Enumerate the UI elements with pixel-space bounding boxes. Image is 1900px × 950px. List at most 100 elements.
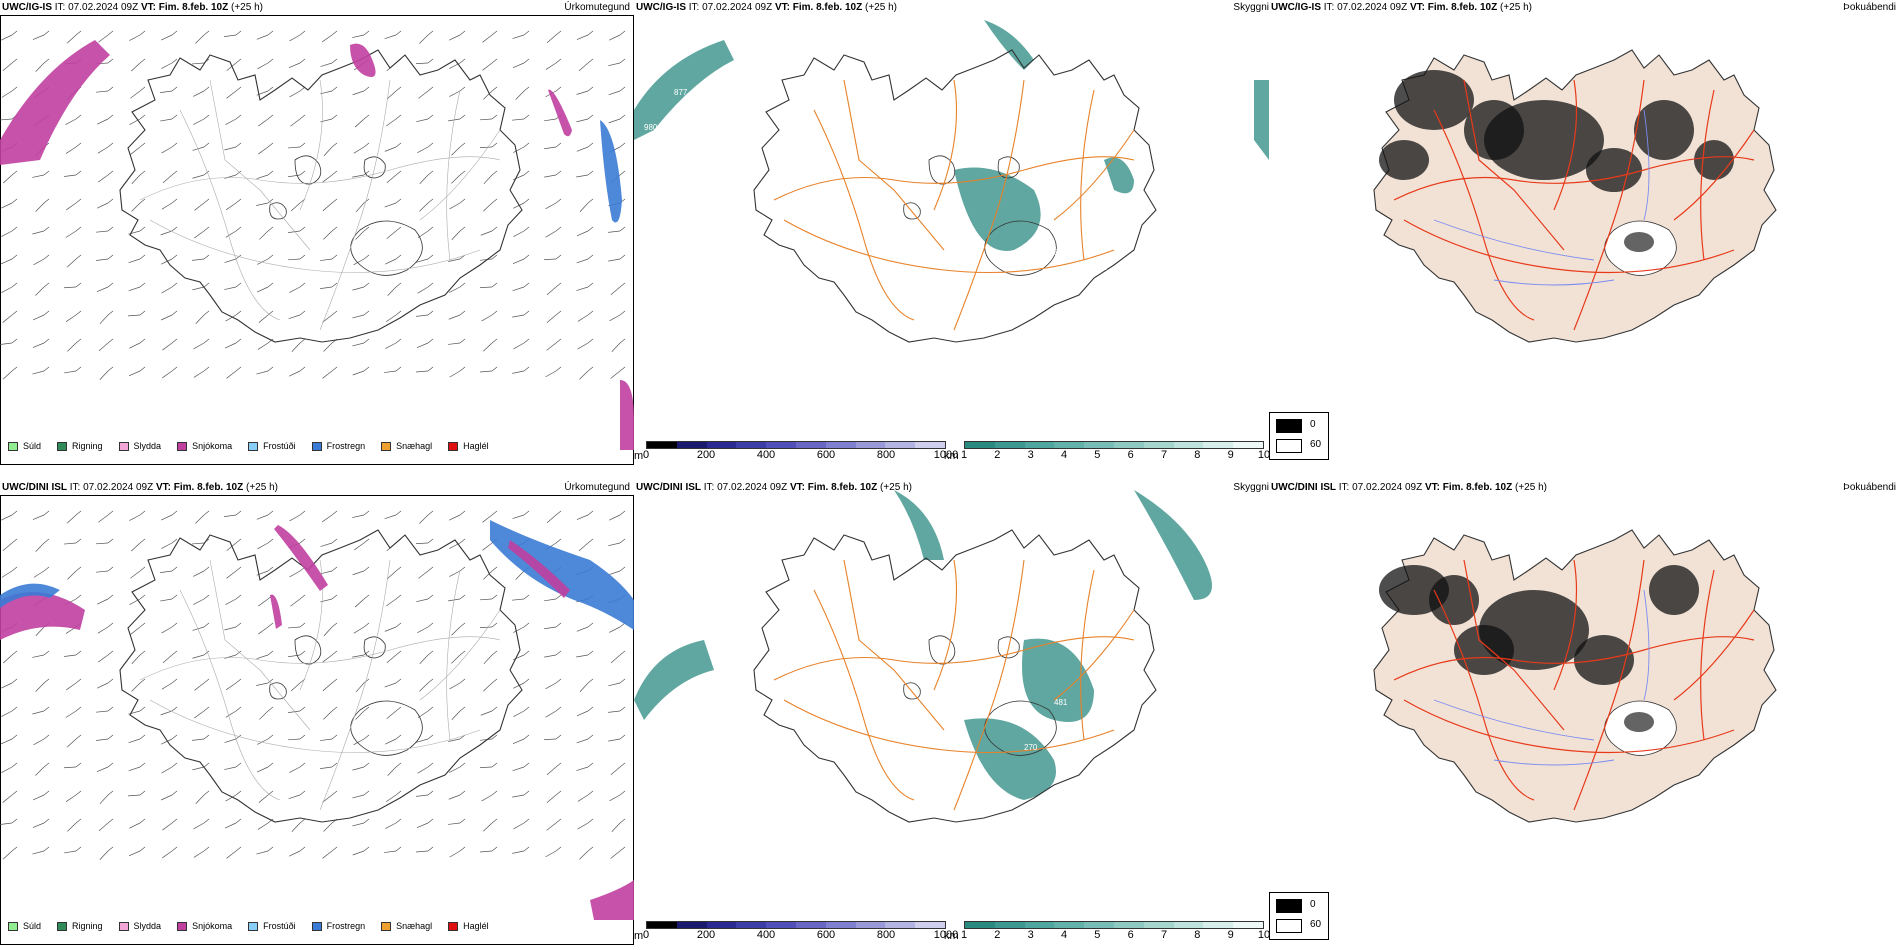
wind-barb — [288, 258, 301, 261]
wind-barb-flag — [11, 846, 18, 852]
wind-barb — [162, 850, 173, 859]
wind-barb — [384, 626, 397, 632]
wind-barb — [416, 314, 429, 317]
scale-tick-label: 9 — [1227, 929, 1234, 941]
wind-barb-flag — [107, 254, 114, 260]
wind-barb — [66, 514, 77, 524]
wind-barb-flag — [523, 282, 530, 288]
valid-time: Fim. 8.feb. 10Z — [1442, 482, 1513, 493]
wind-barb — [1, 570, 13, 578]
wind-barb-flag — [75, 566, 82, 572]
wind-barb — [194, 202, 205, 211]
wind-barb-flag — [363, 282, 370, 288]
wind-barb — [608, 62, 621, 66]
wind-barb — [195, 514, 205, 524]
wind-barb — [128, 738, 141, 744]
wind-barb — [66, 34, 77, 44]
glacier-outline — [294, 635, 322, 665]
fog-high-area — [1429, 575, 1479, 625]
wind-barb-flag — [107, 538, 114, 544]
wind-barb-flag — [75, 310, 82, 316]
wind-barb — [384, 514, 397, 520]
wind-barb-flag — [523, 366, 530, 372]
wind-barb — [415, 542, 429, 544]
wind-barb-flag — [395, 226, 402, 232]
legend-swatch — [448, 921, 459, 931]
wind-barb — [483, 202, 493, 212]
wind-barb — [160, 90, 173, 93]
wind-barb-flag — [299, 58, 306, 64]
wind-barb — [483, 654, 493, 665]
wind-barb — [256, 174, 269, 180]
fog-panel: UWC/DINI ISL IT: 07.02.2024 09Z VT: Fim.… — [1269, 480, 1900, 950]
wind-barb-flag — [43, 338, 50, 344]
wind-barb — [1, 766, 13, 773]
scale-cell — [736, 442, 767, 448]
height-scalebar: 0 200 400 600 800 1000 — [643, 921, 958, 941]
wind-barb-flag — [299, 594, 306, 600]
wind-barb — [386, 174, 397, 184]
wind-barb — [226, 542, 237, 551]
wind-barb-flag — [139, 366, 146, 372]
wind-barb-flag — [11, 254, 18, 260]
wind-barb-flag — [331, 226, 338, 232]
wind-barb — [419, 174, 429, 184]
wind-barb-flag — [139, 594, 146, 600]
valid-prefix: VT: — [140, 2, 156, 13]
wind-barb — [131, 202, 141, 212]
precip-frame — [0, 495, 634, 945]
wind-barb-flag — [555, 170, 562, 176]
wind-barb-flag — [331, 510, 338, 516]
wind-barb — [32, 822, 45, 828]
wind-barb-flag — [491, 734, 498, 740]
glacier-outline — [928, 635, 956, 665]
wind-barb-flag — [299, 30, 306, 36]
wind-barb — [225, 118, 237, 125]
wind-barb-flag — [203, 510, 210, 516]
wind-barb — [99, 314, 109, 325]
glacier-outline — [984, 220, 1057, 276]
legend-label: Haglél — [463, 921, 489, 931]
wind-barb — [1, 710, 13, 717]
forecast-row: UWC/IG-IS IT: 07.02.2024 09Z VT: Fim. 8.… — [0, 0, 1900, 470]
wind-barb-flag — [267, 338, 274, 344]
wind-barb-flag — [43, 762, 50, 768]
wind-barb-flag — [491, 762, 498, 768]
coastline — [753, 49, 1157, 343]
wind-barb — [418, 90, 429, 99]
wind-barb-flag — [427, 734, 434, 740]
wind-barb-flag — [427, 254, 434, 260]
wind-barb-flag — [171, 650, 178, 656]
wind-barb-flag — [587, 198, 594, 204]
wind-barb-flag — [203, 678, 210, 684]
visibility-title: Skyggni — [1233, 2, 1269, 13]
wind-barb — [577, 794, 589, 802]
fog-high-area — [1379, 140, 1429, 180]
wind-barb — [226, 570, 237, 579]
wind-barb-flag — [491, 846, 498, 852]
visibility-scale-labels: 1 2 3 4 5 6 7 8 9 10 — [961, 929, 1269, 941]
lead-time: (+25 h) — [1500, 2, 1532, 13]
wind-barb-flag — [395, 818, 402, 824]
valid-time: Fim. 8.feb. 10Z — [792, 2, 863, 13]
wind-barb-flag — [107, 366, 114, 372]
wind-barb — [33, 258, 45, 266]
lead-time: (+25 h) — [880, 482, 912, 493]
wind-barb — [353, 626, 365, 634]
wind-barb-flag — [139, 310, 146, 316]
wind-barb — [225, 794, 237, 802]
wind-barb-flag — [523, 142, 530, 148]
wind-barb-flag — [555, 538, 562, 544]
valid-prefix: VT: — [789, 482, 805, 493]
wind-barb — [131, 654, 141, 665]
wind-barb — [544, 174, 557, 178]
wind-barb — [322, 370, 333, 379]
wind-barb-flag — [43, 282, 50, 288]
wind-barb — [416, 118, 429, 123]
legend-item: Frostúði — [248, 441, 296, 451]
wind-barb-flag — [171, 226, 178, 232]
fog-key-label: 60 — [1310, 919, 1322, 930]
wind-barb-flag — [203, 594, 210, 600]
wind-barb — [513, 342, 525, 350]
scale-cell — [736, 922, 767, 928]
